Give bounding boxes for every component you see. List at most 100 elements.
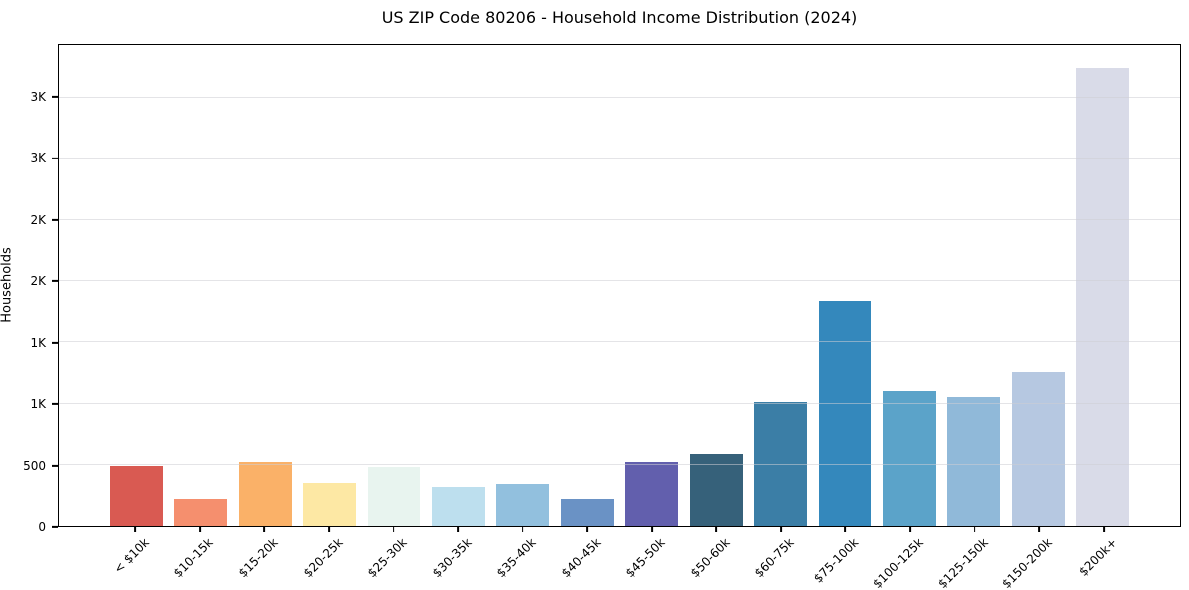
y-tick-mark xyxy=(52,218,58,221)
x-slot: $35-40k xyxy=(490,527,555,590)
bar-slot xyxy=(168,45,232,526)
x-slot: $75-100k xyxy=(811,527,878,590)
x-tick-mark xyxy=(457,527,459,532)
bar xyxy=(238,461,292,526)
x-tick-label: $35-40k xyxy=(493,535,539,581)
x-slot: $150-200k xyxy=(1000,527,1072,590)
x-tick-mark xyxy=(134,527,137,532)
x-slot: $20-25k xyxy=(297,527,362,590)
bar xyxy=(496,483,550,526)
bar-slot xyxy=(297,45,361,526)
x-slot: $25-30k xyxy=(361,527,426,590)
x-axis: < $10k $10-15k $15-20k $20-25k $25-30k $30-35… xyxy=(58,527,1181,590)
bar xyxy=(947,396,1001,526)
x-tick-label: $125-150k xyxy=(935,535,991,590)
bar-slot xyxy=(684,45,748,526)
bar xyxy=(431,487,485,526)
bar xyxy=(560,499,614,526)
x-tick-mark xyxy=(328,527,330,532)
x-tick-mark xyxy=(780,527,782,532)
x-tick-label: $40-45k xyxy=(558,535,604,581)
y-tick-label: 2K xyxy=(30,212,46,227)
bar-slot xyxy=(104,45,168,526)
x-tick-mark xyxy=(715,527,718,532)
y-tick-mark xyxy=(52,280,58,283)
chart-title: US ZIP Code 80206 - Household Income Dis… xyxy=(381,8,858,27)
bar-slot xyxy=(426,45,490,526)
x-slot: $40-45k xyxy=(555,527,620,590)
plot-area xyxy=(58,44,1181,527)
x-tick-label: $100-125k xyxy=(870,535,927,590)
bar-slot xyxy=(491,45,555,526)
bar-slot xyxy=(1006,45,1070,526)
gridline xyxy=(59,402,1180,404)
bar-slot xyxy=(362,45,426,526)
x-slot: $10-15k xyxy=(168,527,233,590)
x-tick-label: $10-15k xyxy=(171,535,217,581)
x-slot: < $10k xyxy=(103,527,168,590)
x-tick-label: $75-100k xyxy=(811,535,862,586)
bar xyxy=(1011,372,1065,526)
bar-slot xyxy=(813,45,877,526)
x-tick-label: $20-25k xyxy=(300,535,346,581)
bar-slot xyxy=(620,45,684,526)
y-tick-mark xyxy=(52,95,58,98)
x-tick-mark xyxy=(1102,527,1105,532)
bar xyxy=(303,482,356,526)
y-tick-mark xyxy=(52,526,58,528)
bar-slot xyxy=(233,45,297,526)
bar xyxy=(109,466,163,526)
gridline xyxy=(59,341,1180,343)
x-slot: $100-125k xyxy=(871,527,943,590)
x-tick-mark xyxy=(521,527,524,532)
bar-slot xyxy=(877,45,941,526)
y-tick-label: 1K xyxy=(30,335,46,350)
x-slot: $200k+ xyxy=(1071,527,1136,590)
bars-row xyxy=(59,45,1180,526)
x-tick-mark xyxy=(909,527,911,532)
bar xyxy=(1076,68,1130,526)
y-tick-label: 500 xyxy=(23,458,46,473)
x-slot: $30-35k xyxy=(426,527,491,590)
bar xyxy=(174,499,228,526)
x-tick-mark xyxy=(844,527,847,532)
x-tick-label: $60-75k xyxy=(752,535,798,581)
bar xyxy=(625,461,679,526)
bar xyxy=(367,466,421,526)
x-slot: $15-20k xyxy=(232,527,297,590)
x-slot: $60-75k xyxy=(749,527,814,590)
y-axis: 0 500 1K 1K 2K 2K 3K 3K xyxy=(0,44,58,533)
bar-slot xyxy=(555,45,619,526)
x-tick-label: $150-200k xyxy=(999,535,1056,590)
x-tick-mark xyxy=(973,527,976,532)
gridline xyxy=(59,463,1180,465)
x-tick-label: < $10k xyxy=(110,535,152,577)
y-tick-label: 3K xyxy=(30,89,46,104)
x-slot: $125-150k xyxy=(935,527,1007,590)
gridline xyxy=(59,280,1180,282)
x-tick-mark xyxy=(198,527,201,532)
gridline xyxy=(59,96,1180,98)
x-slot: $50-60k xyxy=(684,527,749,590)
bar-slot xyxy=(942,45,1006,526)
y-tick-mark xyxy=(52,157,58,160)
x-tick-mark xyxy=(263,527,266,532)
y-tick-mark xyxy=(52,464,58,467)
y-tick-label: 0 xyxy=(38,520,46,534)
bar-slot xyxy=(748,45,812,526)
y-tick-label: 1K xyxy=(30,397,46,412)
x-tick-mark xyxy=(650,527,653,532)
x-tick-mark xyxy=(586,527,589,532)
x-tick-mark xyxy=(1038,527,1041,532)
y-tick-mark xyxy=(52,403,58,406)
x-tick-label: $45-50k xyxy=(623,535,668,581)
bar xyxy=(689,453,743,526)
y-tick-label: 3K xyxy=(30,151,46,166)
y-tick-label: 2K xyxy=(30,274,46,289)
gridline xyxy=(59,219,1180,221)
x-tick-mark xyxy=(392,527,395,532)
y-tick-mark xyxy=(52,341,58,344)
bar xyxy=(883,390,936,526)
x-tick-label: $200k+ xyxy=(1076,535,1120,579)
